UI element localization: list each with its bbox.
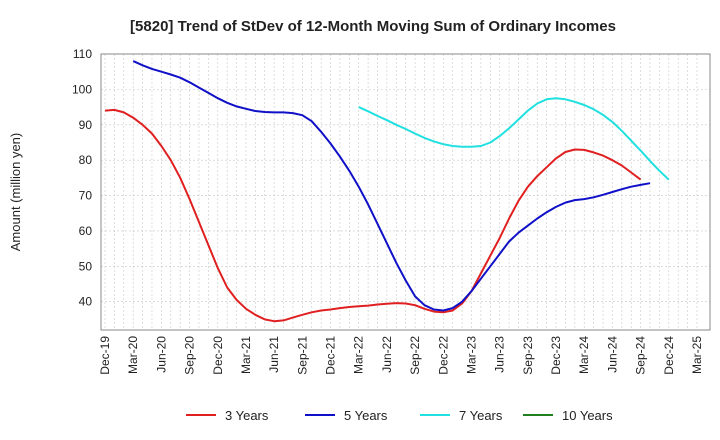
y-axis-ticks: 40 50 60 70 80 90 100 110 (72, 47, 92, 309)
y-tick-label: 110 (73, 47, 92, 61)
legend-label-10-years: 10 Years (562, 408, 613, 423)
x-tick-label: Dec-19 (98, 336, 112, 375)
x-tick-label: Sep-23 (521, 336, 535, 375)
x-tick-label: Sep-21 (295, 336, 309, 375)
y-tick-label: 50 (79, 259, 93, 273)
x-tick-label: Jun-23 (493, 336, 507, 373)
legend-label-3-years: 3 Years (225, 408, 269, 423)
x-tick-label: Sep-20 (183, 336, 197, 375)
legend: 3 Years 5 Years 7 Years 10 Years (186, 408, 613, 423)
x-tick-label: Sep-24 (634, 336, 648, 375)
series-line-7-years (358, 97, 670, 181)
y-tick-label: 60 (79, 224, 93, 238)
x-axis-ticks: Dec-19 Mar-20 Jun-20 Sep-20 Dec-20 Mar-21 Jun-… (98, 336, 704, 375)
x-tick-label: Dec-24 (662, 336, 676, 375)
x-tick-label: Jun-22 (380, 336, 394, 373)
x-tick-label: Dec-21 (324, 336, 338, 375)
x-tick-label: Jun-24 (605, 336, 619, 373)
y-axis-label: Amount (million yen) (8, 133, 23, 252)
x-tick-label: Jun-21 (267, 336, 281, 373)
y-tick-label: 90 (79, 118, 93, 132)
series-lines (104, 60, 670, 323)
x-tick-label: Mar-20 (126, 336, 140, 374)
x-tick-label: Mar-21 (239, 336, 253, 374)
y-tick-label: 80 (79, 153, 93, 167)
legend-label-5-years: 5 Years (344, 408, 388, 423)
x-tick-label: Mar-24 (577, 336, 591, 374)
x-tick-label: Dec-23 (549, 336, 563, 375)
x-tick-label: Dec-20 (211, 336, 225, 375)
legend-label-7-years: 7 Years (459, 408, 503, 423)
y-tick-label: 70 (79, 189, 93, 203)
x-tick-label: Mar-23 (464, 336, 478, 374)
chart-title: [5820] Trend of StDev of 12-Month Moving… (130, 18, 616, 35)
plot-area (100, 53, 711, 331)
x-tick-label: Dec-22 (436, 336, 450, 375)
y-tick-label: 100 (72, 82, 92, 96)
grid (101, 53, 710, 330)
x-tick-label: Jun-20 (154, 336, 168, 373)
series-line-3-years (104, 108, 642, 323)
series-line-5-years (132, 60, 651, 312)
x-tick-label: Mar-22 (352, 336, 366, 374)
x-tick-label: Mar-25 (690, 336, 704, 374)
x-tick-label: Sep-22 (408, 336, 422, 375)
y-tick-label: 40 (79, 295, 93, 309)
